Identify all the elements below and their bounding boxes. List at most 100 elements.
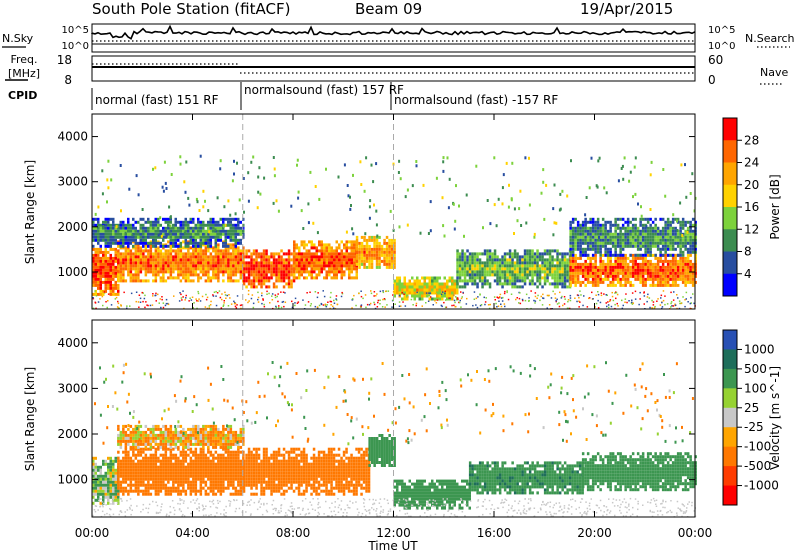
data-cell — [187, 480, 190, 484]
data-cell — [586, 238, 590, 242]
data-cell — [350, 264, 353, 268]
ground-scatter-cell — [320, 303, 323, 306]
data-cell — [199, 246, 203, 250]
data-cell — [561, 267, 564, 271]
data-cell — [303, 240, 306, 244]
data-cell — [368, 250, 371, 254]
data-cell — [159, 258, 163, 262]
data-cell — [646, 226, 650, 230]
data-cell — [162, 462, 165, 466]
data-cell — [109, 247, 112, 251]
data-cell — [531, 279, 534, 283]
data-cell — [385, 259, 389, 263]
ground-scatter-cell — [234, 302, 237, 305]
data-cell — [606, 274, 610, 278]
data-cell — [92, 480, 95, 484]
data-cell — [323, 276, 326, 280]
data-cell — [282, 279, 286, 283]
data-cell — [250, 258, 253, 262]
scatter-cell — [505, 161, 508, 165]
scatter-cell — [273, 167, 276, 171]
data-cell — [370, 259, 374, 263]
data-cell — [416, 288, 419, 292]
data-cell — [112, 277, 115, 281]
data-cell — [129, 273, 133, 277]
data-cell — [300, 261, 303, 265]
data-cell — [553, 285, 557, 289]
data-cell — [112, 489, 115, 493]
data-cell — [486, 264, 489, 268]
data-cell — [255, 261, 258, 265]
data-cell — [656, 277, 660, 281]
data-cell — [343, 246, 346, 250]
data-cell — [94, 471, 97, 475]
data-cell — [152, 255, 155, 259]
data-cell — [681, 235, 685, 239]
data-cell — [671, 280, 675, 284]
data-cell — [187, 232, 190, 236]
data-cell — [458, 252, 462, 256]
data-cell — [189, 235, 192, 239]
data-cell — [579, 268, 582, 272]
data-cell — [641, 229, 645, 233]
data-cell — [212, 276, 215, 280]
data-cell — [295, 252, 298, 256]
data-cell — [681, 250, 685, 254]
data-cell — [626, 235, 630, 239]
data-cell — [99, 474, 102, 478]
data-cell — [335, 246, 338, 250]
ground-scatter-cell — [208, 305, 211, 307]
data-cell — [353, 243, 356, 247]
scatter-cell — [622, 177, 625, 181]
data-cell — [197, 217, 200, 221]
data-cell — [192, 226, 195, 230]
scatter-cell — [163, 160, 166, 164]
data-cell — [363, 238, 366, 242]
ground-scatter-cell — [454, 301, 456, 304]
data-cell — [574, 217, 577, 221]
data-cell — [345, 255, 348, 259]
data-cell — [194, 241, 197, 245]
data-cell — [508, 279, 512, 283]
data-cell — [92, 256, 95, 260]
data-cell — [393, 265, 396, 269]
ground-scatter-cell — [398, 294, 401, 297]
data-cell — [132, 226, 135, 230]
data-cell — [513, 285, 517, 289]
data-cell — [694, 247, 697, 251]
data-cell — [154, 465, 158, 469]
data-cell — [114, 280, 117, 284]
ground-scatter-cell — [115, 296, 118, 299]
data-cell — [654, 256, 657, 260]
scatter-cell — [489, 222, 492, 226]
scatter-cell — [518, 207, 521, 211]
data-cell — [624, 283, 627, 287]
data-cell — [124, 450, 128, 454]
data-cell — [579, 238, 582, 242]
data-cell — [97, 274, 100, 278]
data-cell — [277, 255, 281, 259]
data-cell — [229, 217, 232, 221]
data-cell — [147, 489, 150, 493]
data-cell — [204, 229, 207, 233]
data-cell — [411, 282, 414, 286]
data-cell — [179, 261, 183, 265]
data-cell — [355, 259, 359, 263]
data-cell — [646, 238, 650, 242]
data-cell — [360, 262, 364, 266]
data-cell — [119, 238, 122, 242]
ground-scatter-cell — [453, 304, 455, 307]
data-cell — [579, 229, 582, 233]
data-cell — [616, 262, 620, 266]
data-cell — [224, 238, 227, 242]
data-cell — [124, 241, 127, 245]
ground-scatter-cell — [330, 291, 332, 294]
data-cell — [318, 270, 321, 274]
data-cell — [119, 223, 122, 227]
data-cell — [265, 267, 268, 271]
data-cell — [355, 235, 359, 239]
ground-scatter-cell — [522, 299, 524, 302]
data-cell — [606, 241, 610, 245]
ground-scatter-cell — [552, 290, 554, 293]
data-cell — [189, 450, 193, 454]
